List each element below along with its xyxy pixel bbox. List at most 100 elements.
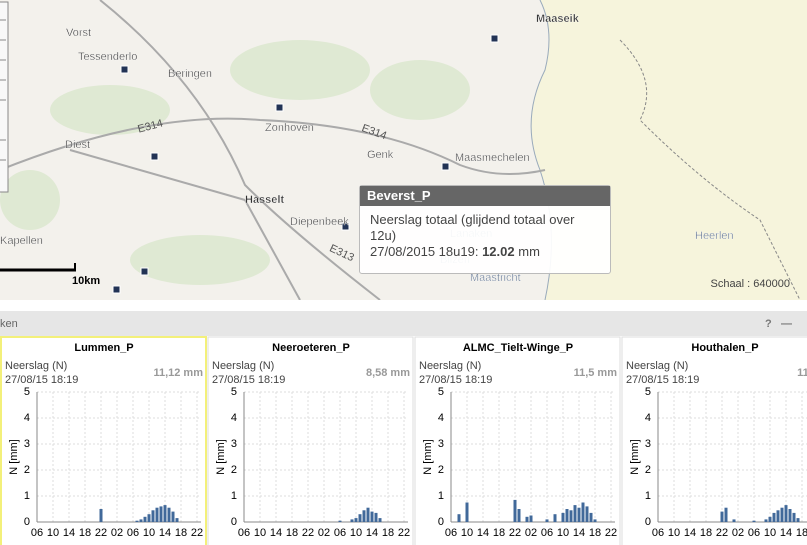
bar [529, 515, 533, 522]
x-tick-label: 18 [700, 527, 712, 539]
y-tick-label: 3 [24, 438, 30, 450]
map-scale: Schaal : 640000 [710, 278, 790, 290]
forest [0, 40, 470, 285]
y-tick-label: 1 [231, 490, 237, 502]
y-tick-label: 0 [231, 516, 237, 528]
y-axis-label: N [mm] [215, 439, 227, 474]
bar [589, 512, 593, 522]
station-panel[interactable] [0, 336, 207, 545]
zoom-slider[interactable] [0, 1, 9, 193]
y-tick-label: 4 [231, 412, 237, 424]
roads [0, 0, 546, 301]
place-label: Zonhoven [265, 122, 314, 134]
bar [362, 510, 366, 522]
bar [143, 516, 147, 522]
x-tick-label: 02 [318, 527, 330, 539]
y-tick-label: 5 [231, 386, 237, 398]
x-tick-label: 06 [541, 527, 553, 539]
bar [581, 502, 585, 522]
popup-description: Neerslag totaal (glijdend totaal over 12… [370, 212, 575, 243]
popup-value: 12.02 [482, 244, 515, 259]
x-tick-label: 06 [652, 527, 664, 539]
x-tick-label: 02 [525, 527, 537, 539]
bar [159, 506, 163, 522]
x-tick-label: 22 [302, 527, 314, 539]
y-tick-label: 4 [438, 412, 444, 424]
bar [525, 516, 529, 522]
bar [374, 512, 378, 522]
bar [553, 514, 557, 522]
bar [378, 518, 382, 522]
total: 11,5 mm [574, 367, 618, 379]
y-tick-label: 2 [231, 464, 237, 476]
bar [151, 510, 155, 522]
x-tick-label: 14 [366, 527, 378, 539]
y-tick-label: 3 [231, 438, 237, 450]
y-tick-label: 3 [645, 438, 651, 450]
help-button[interactable]: ? [765, 318, 772, 330]
bar [792, 512, 796, 522]
x-tick-label: 06 [748, 527, 760, 539]
place-label: Tessenderlo [78, 51, 137, 63]
x-tick-label: 14 [159, 527, 171, 539]
x-tick-label: 06 [127, 527, 139, 539]
popup-body: Neerslag totaal (glijdend totaal over 12… [360, 206, 610, 266]
x-tick-label: 10 [254, 527, 266, 539]
x-tick-label: 10 [461, 527, 473, 539]
date: 27/08/15 18:19 [419, 374, 492, 386]
x-tick-label: 18 [175, 527, 187, 539]
x-tick-label: 22 [716, 527, 728, 539]
x-tick-label: 14 [477, 527, 489, 539]
x-tick-label: 22 [398, 527, 410, 539]
station-panel[interactable] [621, 336, 807, 545]
date: 27/08/15 18:19 [212, 374, 285, 386]
date: 27/08/15 18:19 [626, 374, 699, 386]
x-tick-label: 10 [350, 527, 362, 539]
total: 11,16 [797, 367, 807, 379]
bar [545, 519, 549, 522]
y-tick-label: 1 [438, 490, 444, 502]
place-label: Beringen [168, 68, 212, 80]
bar [338, 520, 342, 522]
station-name: Neeroeteren_P [272, 342, 350, 354]
x-tick-label: 06 [445, 527, 457, 539]
bar [155, 507, 159, 522]
x-tick-label: 18 [286, 527, 298, 539]
bar [175, 518, 179, 522]
bar [561, 512, 565, 522]
bar [465, 502, 469, 522]
popup: Beverst_P Neerslag totaal (glijdend tota… [359, 185, 611, 274]
x-tick-label: 22 [191, 527, 203, 539]
bar [358, 514, 362, 522]
bar [366, 507, 370, 522]
place-label: Hasselt [245, 194, 284, 206]
place-label: Genk [367, 149, 394, 161]
date: 27/08/15 18:19 [5, 374, 78, 386]
y-axis-label: N [mm] [422, 439, 434, 474]
minimize-button[interactable]: — [781, 318, 792, 330]
x-tick-label: 18 [589, 527, 601, 539]
y-tick-label: 4 [24, 412, 30, 424]
total: 8,58 mm [366, 367, 410, 379]
station-panel[interactable] [207, 336, 414, 545]
x-tick-label: 22 [605, 527, 617, 539]
panel-title: ken [0, 318, 18, 330]
measure: Neerslag (N) [5, 360, 67, 372]
bar [171, 511, 175, 522]
bar [147, 514, 151, 522]
popup-unit: mm [518, 244, 540, 259]
y-tick-label: 2 [24, 464, 30, 476]
station-markers[interactable] [112, 34, 499, 294]
place-label: Kapellen [0, 235, 43, 247]
y-tick-label: 0 [24, 516, 30, 528]
x-tick-label: 02 [111, 527, 123, 539]
bar [772, 512, 776, 522]
bar [350, 519, 354, 522]
popup-timestamp: 27/08/2015 18u19: [370, 244, 479, 259]
bar [167, 507, 171, 522]
y-tick-label: 0 [438, 516, 444, 528]
y-tick-label: 3 [438, 438, 444, 450]
y-tick-label: 1 [24, 490, 30, 502]
bar [99, 509, 103, 522]
